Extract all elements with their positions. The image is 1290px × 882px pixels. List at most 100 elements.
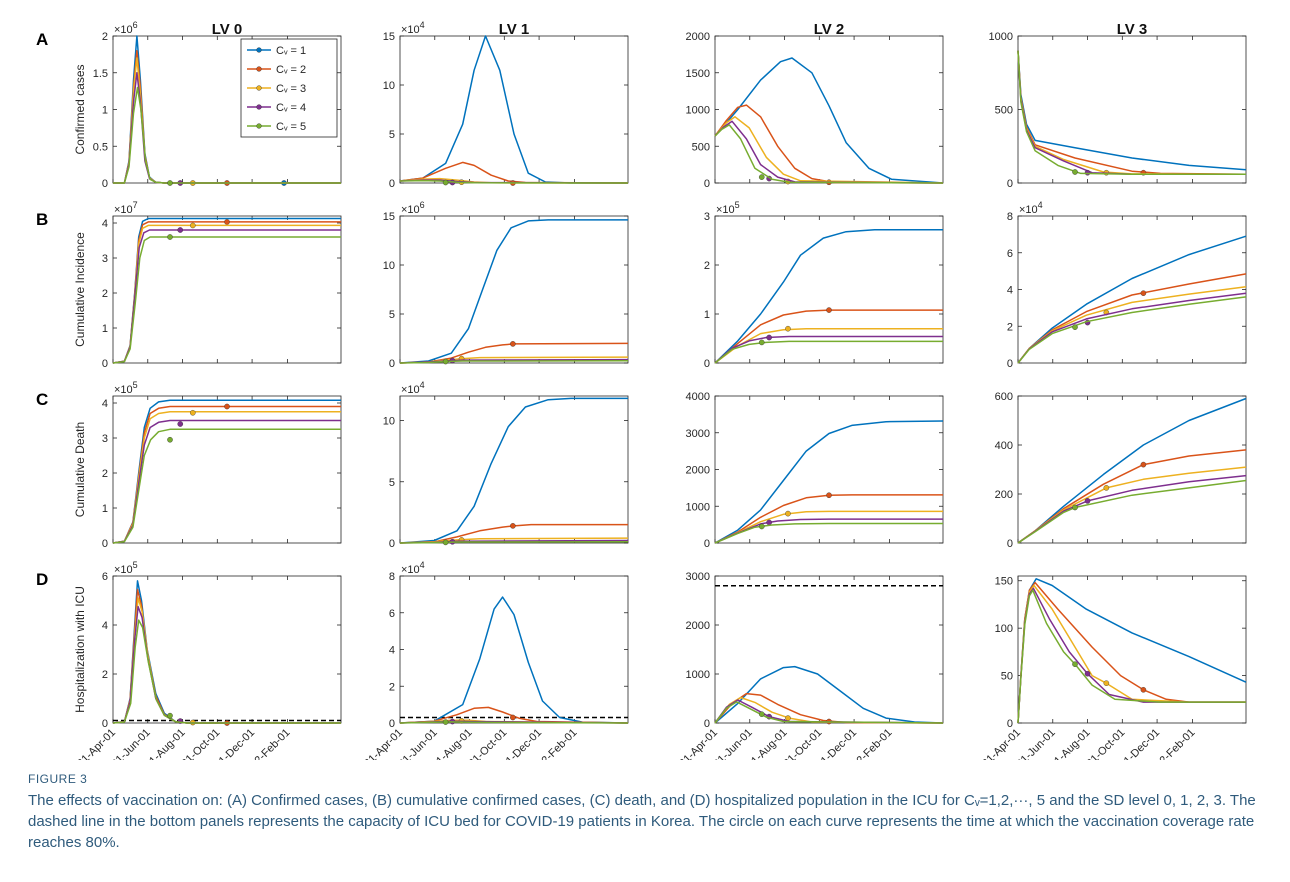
y-tick-label: 10 bbox=[383, 80, 395, 92]
legend-label: Cᵥ = 5 bbox=[276, 121, 306, 133]
axis-exponent: ×106 bbox=[401, 200, 425, 216]
legend-marker bbox=[256, 85, 262, 91]
y-tick-label: 0 bbox=[102, 358, 108, 370]
axis-exponent-power: 4 bbox=[420, 380, 425, 390]
y-tick-label: 0 bbox=[704, 718, 710, 730]
axis-exponent: ×105 bbox=[114, 560, 138, 576]
coverage-80-marker bbox=[1072, 661, 1078, 668]
chart-panel: 0 1000 2000 3000 4000 bbox=[686, 391, 944, 550]
y-tick-label: 10 bbox=[383, 260, 395, 272]
axis-exponent-power: 5 bbox=[735, 200, 740, 210]
axis-exponent: ×106 bbox=[114, 20, 138, 36]
y-tick-label: 1 bbox=[102, 503, 108, 515]
legend-label: Cᵥ = 2 bbox=[276, 64, 306, 76]
axis-exponent: ×105 bbox=[114, 380, 138, 396]
coverage-80-marker bbox=[189, 409, 196, 416]
x-tick-label: 22-Feb-01 bbox=[850, 727, 894, 760]
y-tick-label: 1000 bbox=[686, 501, 710, 513]
y-tick-label: 6 bbox=[1007, 248, 1013, 260]
y-tick-label: 0 bbox=[102, 538, 108, 550]
plot-area bbox=[399, 35, 629, 184]
coverage-80-marker bbox=[224, 403, 230, 410]
coverage-80-marker bbox=[758, 339, 765, 346]
y-tick-label: 1500 bbox=[686, 68, 710, 80]
y-tick-label: 500 bbox=[692, 141, 710, 153]
coverage-80-marker bbox=[1140, 290, 1147, 296]
x-tick-label: 21-Apr-01 bbox=[75, 727, 118, 760]
y-tick-label: 200 bbox=[995, 489, 1013, 501]
x-tick-label: 21-Aug-01 bbox=[430, 727, 475, 760]
series-line bbox=[714, 124, 944, 184]
coverage-80-marker bbox=[189, 222, 196, 229]
y-tick-label: 4000 bbox=[686, 391, 710, 403]
y-axis-label: Confirmed cases bbox=[73, 64, 87, 154]
coverage-80-marker bbox=[177, 421, 184, 427]
legend-marker bbox=[256, 104, 262, 110]
y-tick-label: 50 bbox=[1001, 671, 1013, 683]
chart-panel: 0 5 10 15 ×104 bbox=[383, 20, 629, 190]
figure-caption: The effects of vaccination on: (A) Confi… bbox=[28, 792, 1256, 851]
y-tick-label: 2 bbox=[389, 681, 395, 693]
x-tick-label: 21-Apr-01 bbox=[677, 727, 720, 760]
legend-marker bbox=[256, 47, 262, 53]
x-tick-label: 21-Dec-01 bbox=[499, 727, 544, 760]
panel-title: LV 0 bbox=[212, 21, 243, 38]
series-line bbox=[1017, 50, 1246, 175]
series-line bbox=[399, 219, 628, 364]
chart-panel: 0 5 10 15 ×106 bbox=[383, 200, 629, 370]
series-line bbox=[1017, 589, 1246, 724]
plot-area bbox=[1017, 215, 1247, 364]
plot-area bbox=[399, 395, 629, 544]
coverage-80-marker bbox=[167, 436, 173, 443]
coverage-80-marker bbox=[1072, 324, 1078, 330]
chart-panel: 0 500 1000 bbox=[989, 31, 1247, 190]
y-tick-label: 1 bbox=[102, 105, 108, 117]
y-tick-label: 4 bbox=[102, 218, 108, 230]
coverage-80-marker bbox=[758, 711, 765, 717]
y-tick-label: 3 bbox=[102, 253, 108, 265]
coverage-80-marker bbox=[1072, 504, 1078, 511]
x-tick-label: 21-Jun-01 bbox=[711, 727, 755, 760]
chart-panel: 0 1000 2000 3000 21-Apr-0121-Jun-0121-Aug-01… bbox=[677, 571, 944, 760]
x-tick-label: 22-Feb-01 bbox=[248, 727, 292, 760]
y-tick-label: 1 bbox=[102, 323, 108, 335]
coverage-80-marker bbox=[510, 523, 516, 529]
chart-panel: 0 2 4 6 8 21-Apr-0121-Jun-0121-Aug-0121-Oct-0… bbox=[362, 560, 629, 760]
series-line bbox=[714, 420, 944, 544]
x-tick-label: 21-Apr-01 bbox=[362, 727, 405, 760]
coverage-80-marker bbox=[758, 523, 765, 530]
coverage-80-marker bbox=[442, 179, 449, 186]
y-axis-label: Cumulative Death bbox=[73, 422, 87, 517]
y-tick-label: 1000 bbox=[989, 31, 1013, 43]
chart-panel: 0 1 2 3 ×105 bbox=[704, 200, 944, 370]
y-tick-label: 0 bbox=[389, 718, 395, 730]
series-line bbox=[714, 522, 943, 544]
figure-label: FIGURE 3 bbox=[28, 772, 88, 786]
axis-exponent-power: 6 bbox=[420, 200, 425, 210]
x-tick-label: 21-Oct-01 bbox=[781, 727, 824, 760]
row-letter: A bbox=[36, 30, 48, 49]
y-tick-label: 4 bbox=[1007, 285, 1013, 297]
series-line bbox=[113, 86, 341, 184]
figure-svg: A Confirmed cases B Cumulative Incidence C Cu… bbox=[36, 20, 1247, 760]
plot-area bbox=[112, 215, 342, 364]
legend-marker bbox=[256, 123, 262, 129]
y-tick-label: 150 bbox=[995, 576, 1013, 588]
y-tick-label: 0 bbox=[704, 358, 710, 370]
series-line bbox=[714, 116, 944, 184]
y-tick-label: 1 bbox=[704, 309, 710, 321]
coverage-80-marker bbox=[1084, 670, 1091, 677]
coverage-80-marker bbox=[167, 712, 173, 719]
y-tick-label: 1000 bbox=[686, 669, 710, 681]
x-tick-label: 21-Oct-01 bbox=[1084, 727, 1127, 760]
coverage-80-marker bbox=[442, 719, 449, 725]
coverage-80-marker bbox=[442, 358, 449, 365]
legend-label: Cᵥ = 3 bbox=[276, 83, 306, 95]
chart-panel: 0 5 10 ×104 bbox=[383, 380, 629, 550]
coverage-80-marker bbox=[1103, 680, 1110, 686]
coverage-80-marker bbox=[442, 539, 449, 546]
chart-panel: 0 1 2 3 4 ×107 bbox=[102, 200, 342, 370]
y-tick-label: 400 bbox=[995, 440, 1013, 452]
series-line bbox=[112, 619, 341, 724]
y-tick-label: 0 bbox=[389, 538, 395, 550]
